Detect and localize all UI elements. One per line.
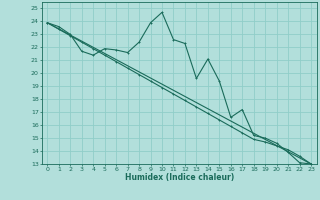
X-axis label: Humidex (Indice chaleur): Humidex (Indice chaleur) bbox=[124, 173, 234, 182]
